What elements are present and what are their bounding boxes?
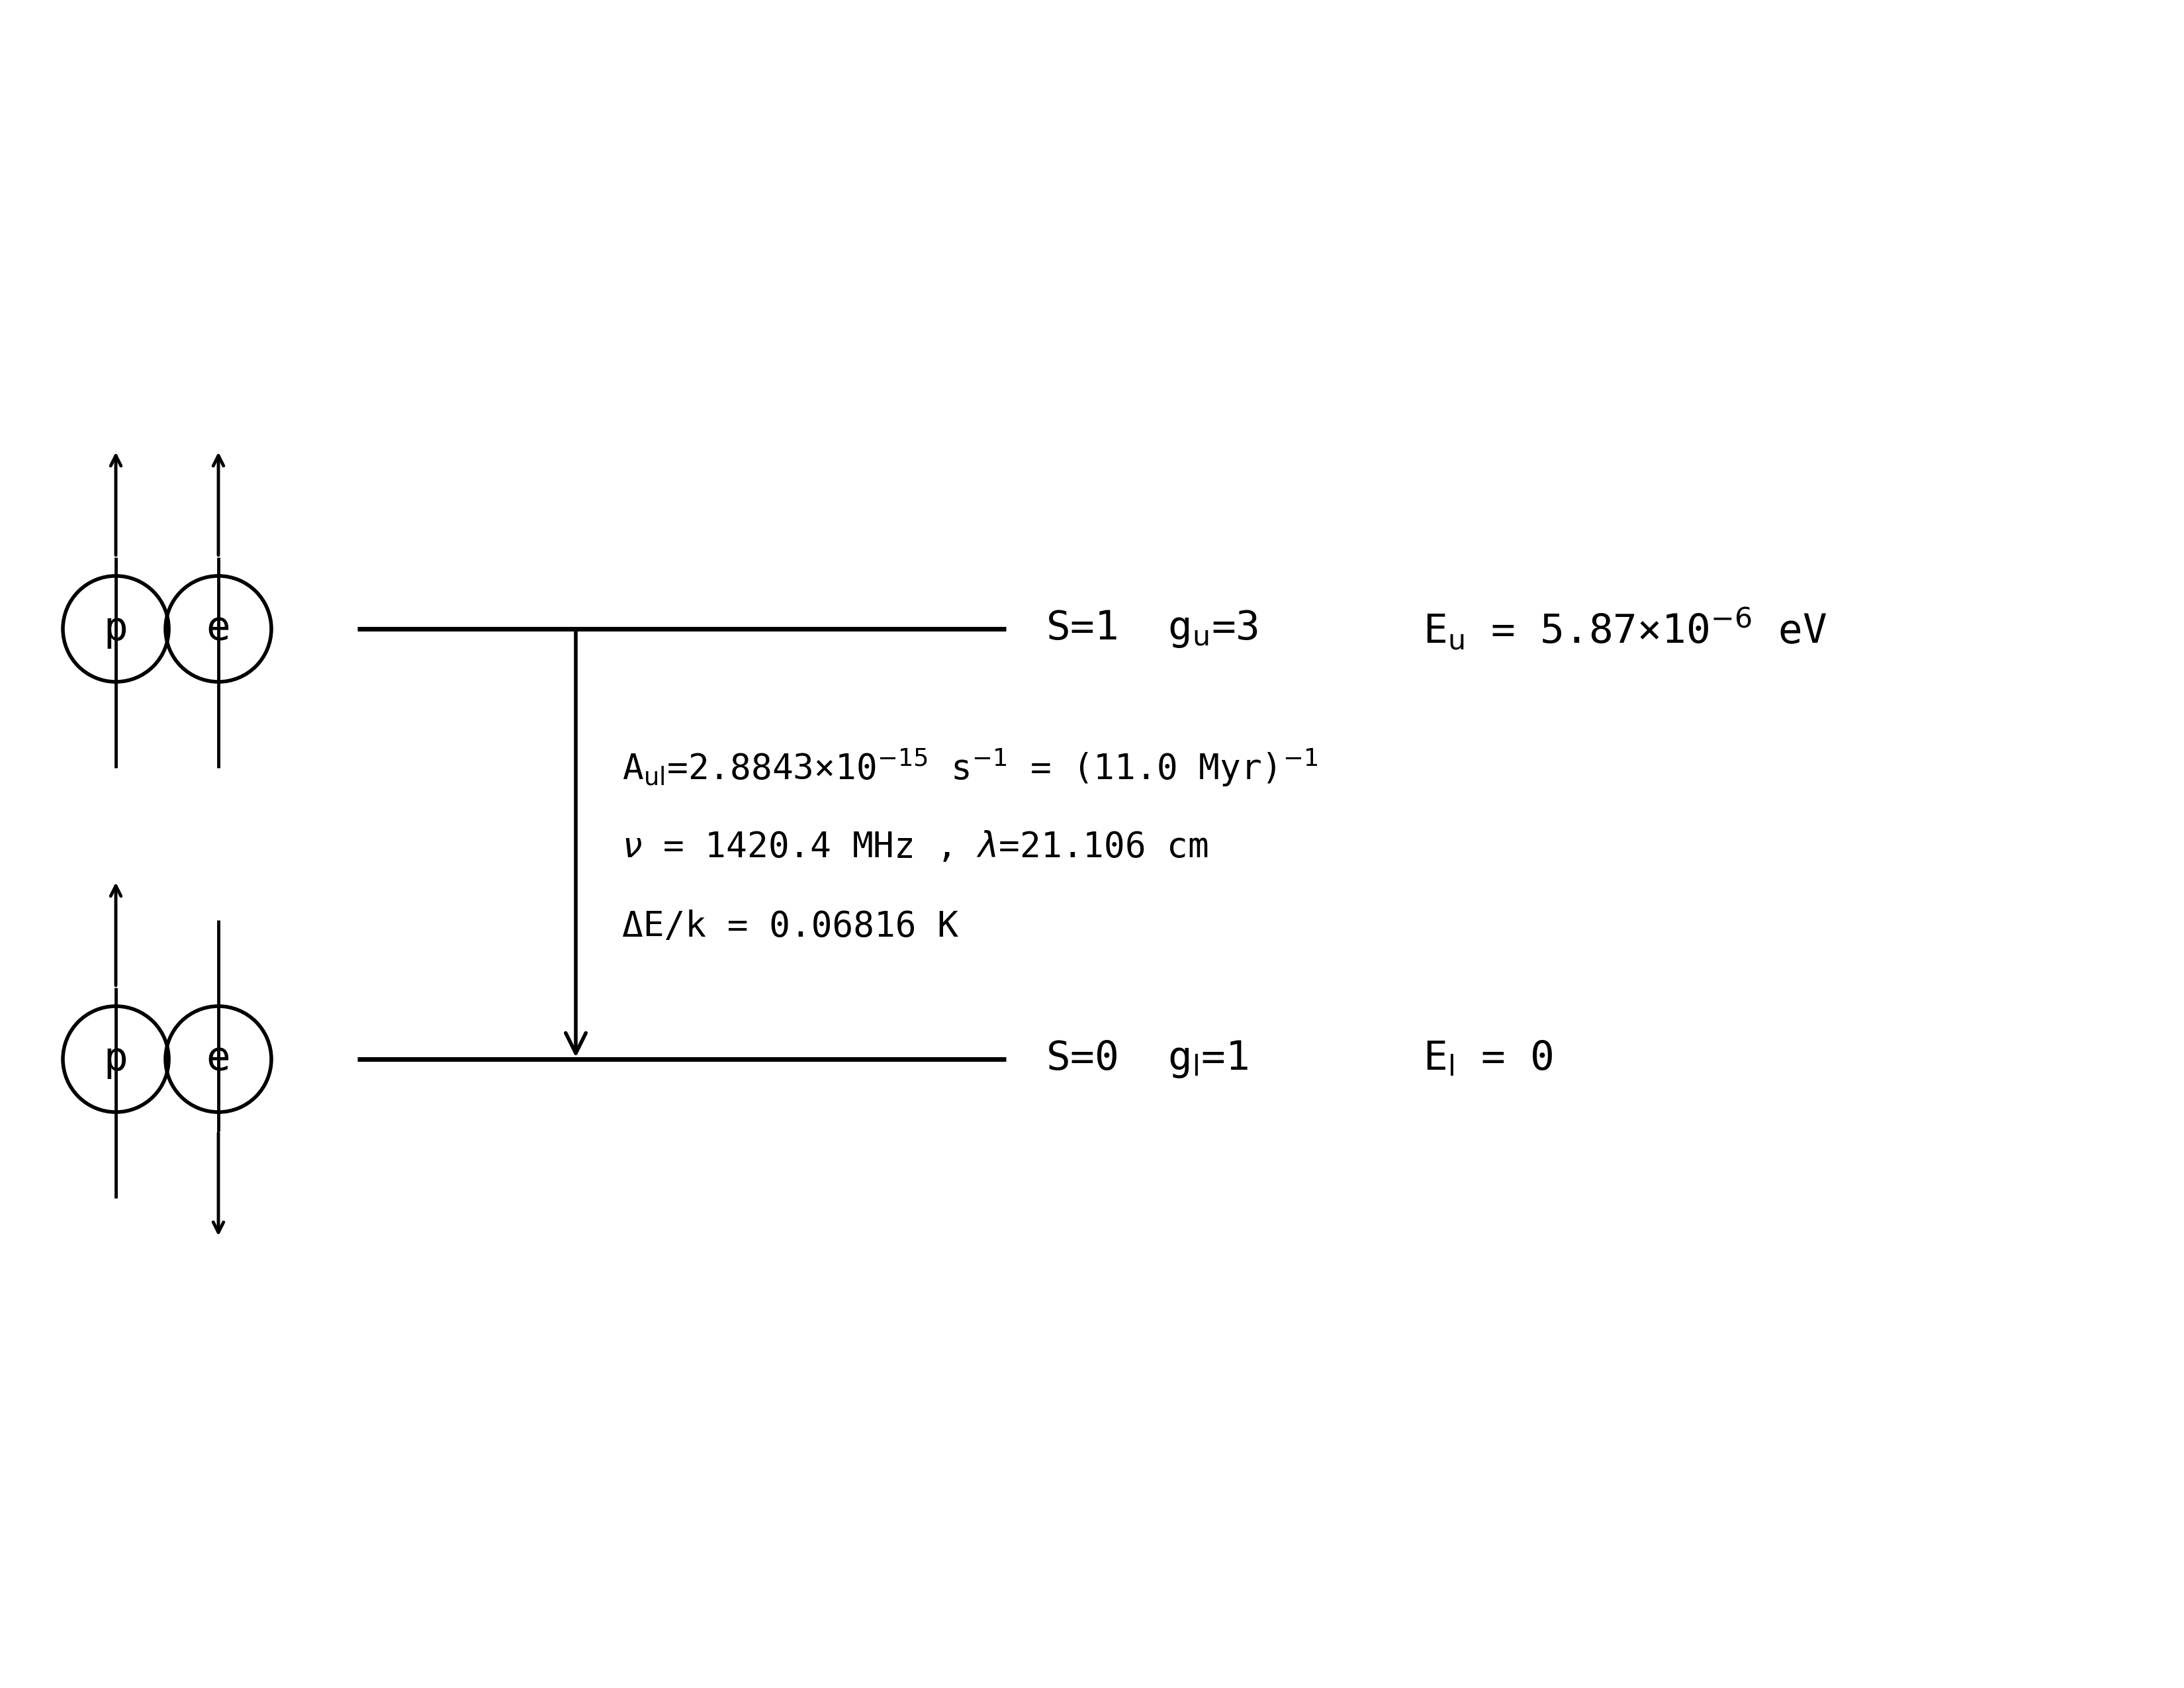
Text: $\nu$ = 1420.4 MHz , $\lambda$=21.106 cm: $\nu$ = 1420.4 MHz , $\lambda$=21.106 cm xyxy=(622,830,1208,864)
Text: E$_\mathrm{l}$ = 0: E$_\mathrm{l}$ = 0 xyxy=(1424,1040,1553,1079)
Text: e: e xyxy=(205,1040,232,1079)
Text: e: e xyxy=(205,609,232,648)
Text: A$_{\mathrm{ul}}$=2.8843×10$^{-15}$ s$^{-1}$ = (11.0 Myr)$^{-1}$: A$_{\mathrm{ul}}$=2.8843×10$^{-15}$ s$^{… xyxy=(622,748,1317,788)
Text: ΔE/k = 0.06816 K: ΔE/k = 0.06816 K xyxy=(622,910,959,944)
Text: S=1  g$_\mathrm{u}$=3: S=1 g$_\mathrm{u}$=3 xyxy=(1046,608,1258,650)
Text: E$_\mathrm{u}$ = 5.87×10$^{-6}$ eV: E$_\mathrm{u}$ = 5.87×10$^{-6}$ eV xyxy=(1424,606,1826,652)
Text: S=0  g$_\mathrm{l}$=1: S=0 g$_\mathrm{l}$=1 xyxy=(1046,1038,1249,1080)
Text: p: p xyxy=(103,609,129,648)
Text: p: p xyxy=(103,1040,129,1079)
